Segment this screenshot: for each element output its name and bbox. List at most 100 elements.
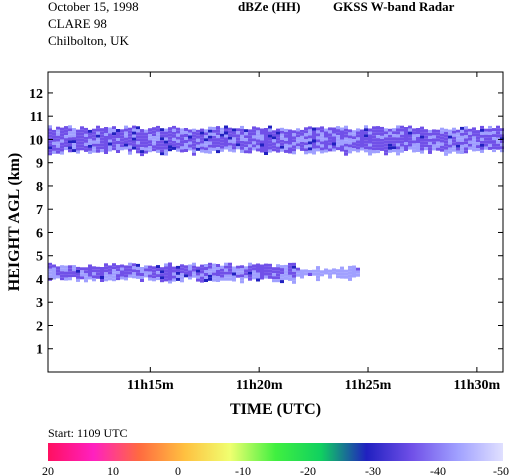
echo-cell: [340, 266, 344, 270]
echo-cell: [284, 137, 288, 141]
echo-cell: [124, 146, 128, 150]
echo-cell: [268, 269, 272, 273]
echo-cell: [456, 135, 460, 139]
echo-cell: [68, 265, 72, 269]
echo-cell: [160, 137, 164, 141]
echo-cell: [308, 150, 312, 154]
echo-cell: [380, 147, 384, 151]
echo-cell: [112, 132, 116, 136]
echo-cell: [392, 128, 396, 132]
echo-cell: [324, 146, 328, 150]
echo-cell: [496, 125, 500, 129]
echo-cell: [104, 133, 108, 136]
echo-cell: [148, 265, 152, 269]
echo-cell: [148, 146, 152, 150]
echo-cell: [248, 271, 252, 275]
instrument-text: GKSS W-band Radar: [333, 0, 455, 14]
echo-cell: [192, 271, 196, 275]
echo-cell: [364, 131, 368, 135]
echo-cell: [140, 141, 144, 145]
echo-cell: [176, 136, 180, 140]
echo-cell: [324, 271, 328, 275]
echo-cell: [436, 144, 440, 148]
echo-cell: [340, 136, 344, 140]
echo-cell: [388, 143, 392, 147]
echo-cell: [208, 144, 212, 148]
echo-cell: [216, 129, 220, 133]
echo-cell: [444, 137, 448, 141]
echo-cell: [64, 129, 68, 133]
echo-cell: [408, 146, 412, 150]
echo-cell: [448, 135, 452, 139]
echo-cell: [500, 149, 504, 153]
echo-cell: [408, 125, 412, 129]
echo-cell: [196, 144, 200, 148]
echo-cell: [232, 128, 236, 132]
echo-cell: [128, 271, 132, 275]
echo-cell: [124, 125, 128, 129]
echo-cell: [344, 146, 348, 150]
echo-cell: [316, 272, 320, 276]
echo-cell: [248, 268, 252, 272]
echo-cell: [116, 141, 120, 144]
echo-cell: [228, 271, 232, 275]
echo-cell: [432, 135, 436, 139]
echo-cell: [136, 129, 140, 133]
echo-cell: [268, 143, 272, 147]
echo-cell: [308, 138, 312, 142]
echo-cell: [304, 151, 308, 155]
echo-cell: [48, 265, 52, 269]
echo-cell: [264, 272, 268, 276]
echo-cell: [340, 139, 344, 143]
echo-cell: [472, 133, 476, 137]
echo-cell: [348, 277, 352, 281]
echo-cell: [484, 140, 488, 144]
echo-cell: [496, 146, 500, 150]
echo-cell: [192, 143, 196, 147]
echo-cell: [96, 131, 100, 135]
echo-cell: [200, 128, 204, 132]
echo-cell: [68, 143, 72, 147]
echo-cell: [164, 137, 168, 141]
echo-cell: [164, 272, 168, 276]
echo-cell: [80, 270, 84, 274]
echo-cell: [344, 272, 348, 276]
echo-cell: [192, 274, 196, 278]
echo-cell: [60, 265, 64, 269]
echo-cell: [160, 279, 164, 283]
echo-cell: [304, 139, 308, 143]
echo-cell: [272, 276, 276, 280]
echo-cell: [128, 136, 132, 140]
echo-cell: [364, 128, 368, 132]
echo-cell: [160, 131, 164, 135]
echo-cell: [216, 150, 220, 154]
echo-cell: [104, 269, 108, 273]
echo-cell: [192, 137, 196, 141]
echo-cell: [128, 151, 132, 155]
echo-cell: [380, 138, 384, 142]
echo-cell: [184, 131, 188, 134]
echo-cell: [52, 147, 56, 151]
echo-cell: [328, 145, 332, 149]
echo-cell: [92, 149, 96, 153]
echo-cell: [316, 275, 320, 279]
echo-cell: [232, 149, 236, 153]
echo-cell: [480, 140, 484, 144]
echo-cell: [376, 135, 380, 139]
echo-cell: [172, 146, 176, 150]
echo-cell: [176, 274, 180, 278]
echo-cell: [288, 132, 292, 136]
echo-cell: [340, 275, 344, 279]
echo-cell: [332, 130, 336, 134]
echo-cell: [452, 148, 456, 152]
echo-cell: [212, 126, 216, 130]
echo-cell: [144, 271, 148, 275]
echo-cell: [224, 271, 228, 275]
echo-cell: [284, 267, 288, 271]
echo-cell: [160, 267, 164, 271]
echo-cell: [432, 138, 436, 142]
echo-cell: [372, 141, 376, 145]
echo-cell: [452, 130, 456, 134]
echo-cell: [336, 272, 340, 276]
echo-cell: [60, 274, 64, 278]
